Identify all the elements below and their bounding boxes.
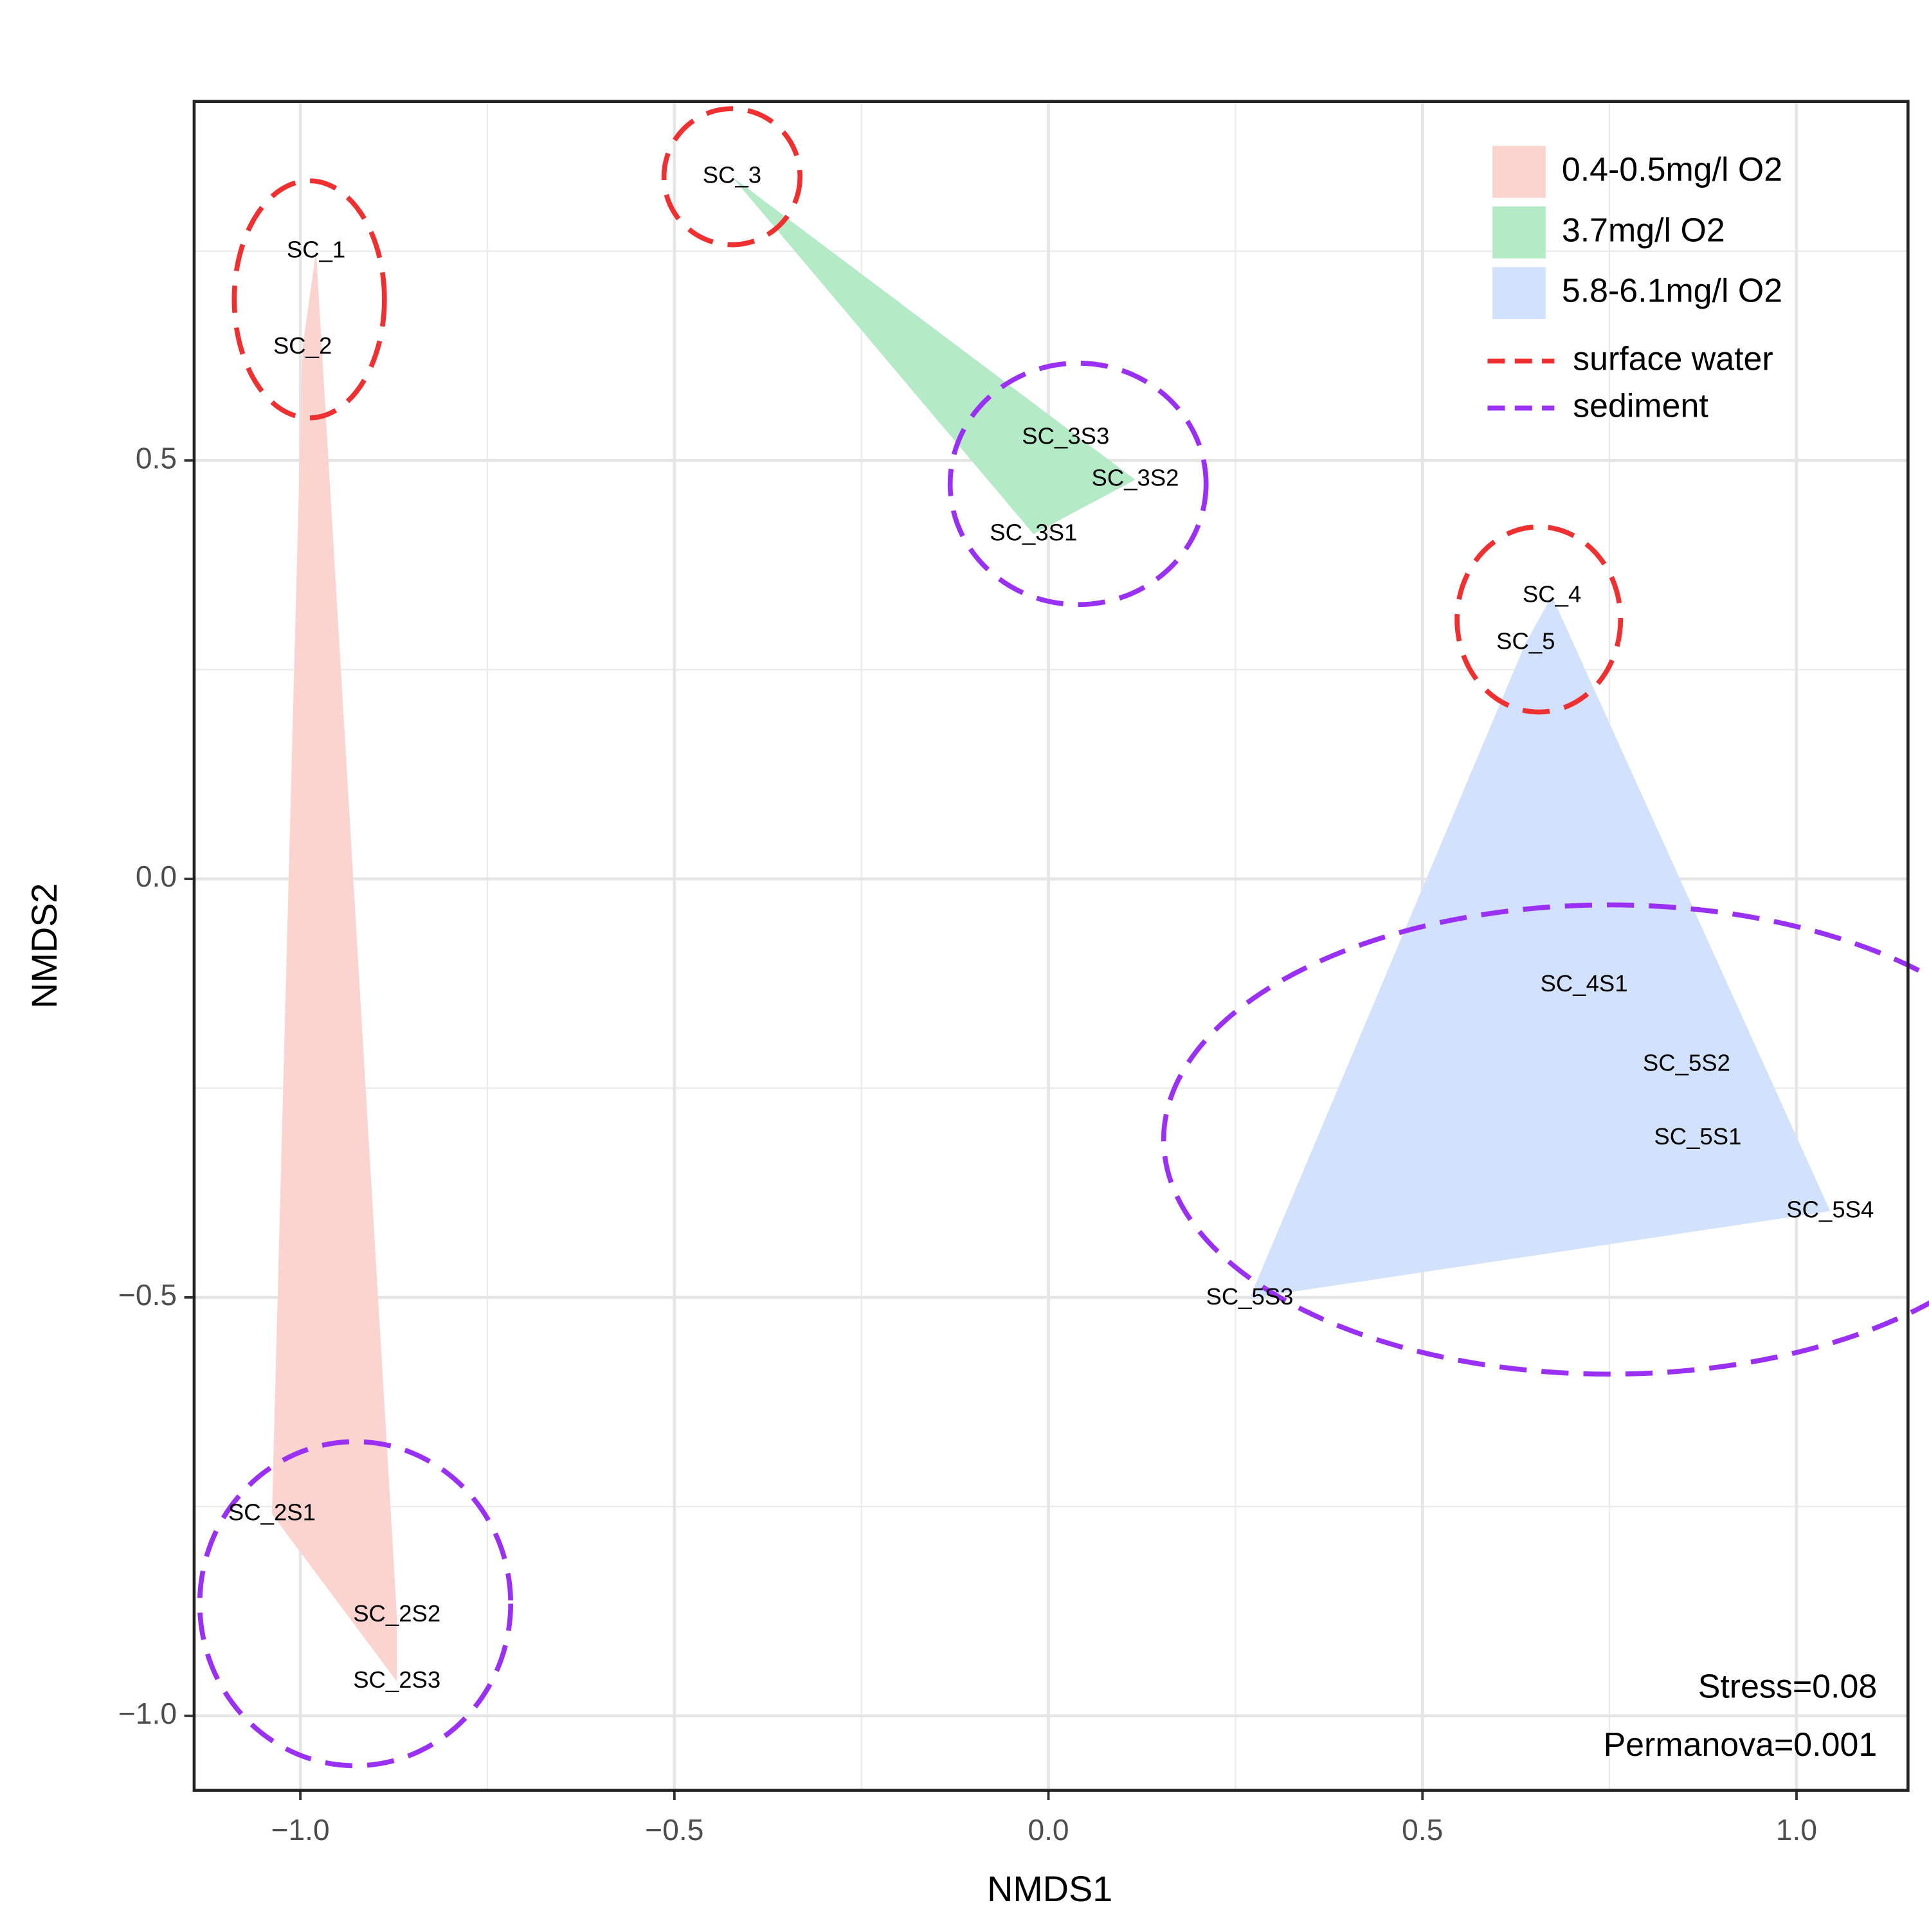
- legend-swatch: [1492, 145, 1546, 198]
- legend-swatch: [1492, 267, 1546, 320]
- sample-label: SC_5S4: [1786, 1196, 1874, 1222]
- group-hull: [732, 176, 1136, 534]
- sample-label: SC_3S1: [990, 519, 1077, 545]
- sample-label: SC_2S2: [353, 1600, 440, 1627]
- sample-label: SC_5S2: [1643, 1050, 1730, 1076]
- legend-label: 0.4-0.5mg/l O2: [1562, 151, 1782, 188]
- legend-label: 3.7mg/l O2: [1562, 212, 1725, 249]
- x-tick-label: 1.0: [1776, 1813, 1817, 1846]
- habitat-ellipse: [1454, 524, 1624, 715]
- sample-label: SC_1: [287, 236, 345, 262]
- sample-label: SC_4: [1523, 581, 1581, 608]
- habitat-ellipse: [231, 178, 387, 420]
- sample-label: SC_2: [273, 332, 332, 359]
- sample-label: SC_5: [1496, 628, 1555, 655]
- habitat-ellipse: [947, 360, 1209, 608]
- legend-swatch: [1492, 206, 1546, 258]
- legend-label: surface water: [1573, 340, 1773, 377]
- habitat-ellipse: [1161, 902, 1929, 1377]
- sample-label: SC_3: [703, 162, 761, 188]
- sample-label: SC_5S1: [1654, 1123, 1741, 1150]
- sample-label: SC_2S3: [353, 1666, 440, 1693]
- x-tick-label: −0.5: [645, 1813, 703, 1846]
- x-tick-label: 0.0: [1028, 1813, 1069, 1846]
- habitat-ellipse: [197, 1439, 514, 1769]
- sample-label: SC_2S1: [228, 1499, 316, 1526]
- x-tick-label: −1.0: [271, 1813, 330, 1846]
- annotation: Stress=0.08: [1698, 1668, 1877, 1706]
- y-tick-label: 0.0: [136, 860, 177, 893]
- group-hull: [271, 251, 397, 1682]
- x-tick-label: 0.5: [1402, 1813, 1443, 1846]
- legend-label: 5.8-6.1mg/l O2: [1562, 272, 1782, 309]
- sample-label: SC_4S1: [1541, 970, 1628, 997]
- annotation: Permanova=0.001: [1604, 1726, 1878, 1764]
- y-tick-label: −0.5: [118, 1278, 177, 1312]
- plot-border: [192, 100, 1910, 1792]
- y-tick-label: 0.5: [136, 441, 177, 474]
- y-tick-label: −1.0: [118, 1697, 177, 1730]
- y-axis-title: NMDS2: [24, 883, 64, 1009]
- sample-label: SC_3S3: [1022, 423, 1109, 449]
- group-hull: [1249, 596, 1831, 1299]
- habitat-ellipse: [661, 106, 803, 248]
- sample-label: SC_3S2: [1091, 465, 1179, 491]
- legend-label: sediment: [1573, 387, 1708, 424]
- sample-label: SC_5S3: [1206, 1283, 1293, 1310]
- x-axis-title: NMDS1: [987, 1869, 1112, 1909]
